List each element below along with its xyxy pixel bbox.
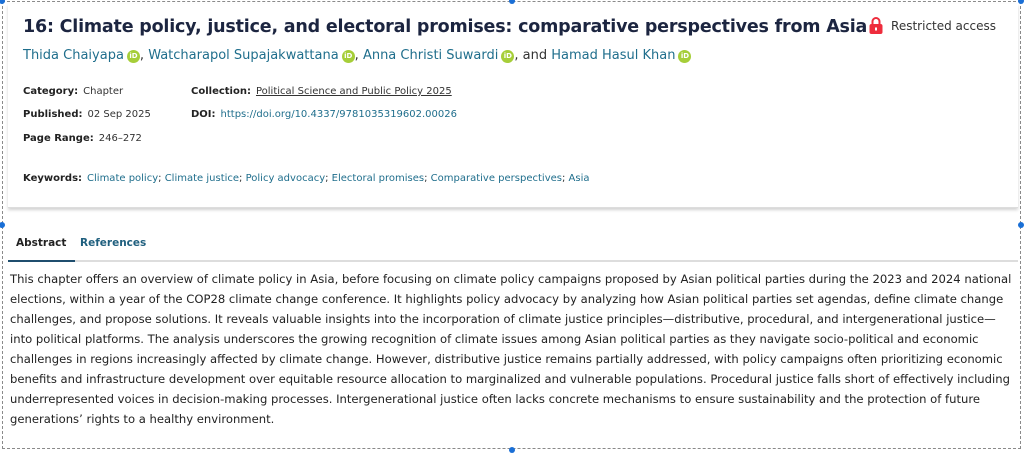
author-separator: , (139, 48, 149, 63)
content-tabs: Abstract References (7, 229, 1018, 262)
published: Published: 02 Sep 2025 (23, 109, 151, 120)
resize-handle[interactable] (0, 0, 5, 4)
author-link[interactable]: Watcharapol Supajakwattana (148, 48, 339, 63)
published-value: 02 Sep 2025 (87, 109, 151, 120)
keyword-link[interactable]: Climate policy (87, 173, 159, 184)
doi-link[interactable]: https://doi.org/10.4337/9781035319602.00… (220, 109, 457, 120)
lock-icon (869, 17, 883, 34)
category: Category: Chapter (23, 86, 123, 97)
category-label: Category: (23, 86, 79, 97)
collection-link[interactable]: Political Science and Public Policy 2025 (255, 86, 452, 97)
author-list: Thida Chaiyapa iD, Watcharapol Supajakwat… (23, 48, 692, 63)
keyword-link[interactable]: Electoral promises (331, 173, 425, 184)
collection: Collection: Political Science and Public … (191, 86, 452, 97)
keywords: Keywords: Climate policy; Climate justice… (23, 173, 590, 184)
access-label: Restricted access (891, 18, 996, 33)
doi-label: DOI: (191, 109, 216, 120)
chapter-header-card: 16: Climate policy, justice, and elector… (8, 4, 1018, 208)
resize-handle[interactable] (1018, 0, 1024, 4)
keyword-link[interactable]: Comparative perspectives (430, 173, 562, 184)
tab-abstract[interactable]: Abstract (7, 237, 76, 262)
keyword-link[interactable]: Asia (568, 173, 590, 184)
resize-handle[interactable] (0, 222, 5, 228)
orcid-icon[interactable]: iD (501, 50, 515, 63)
resize-handle[interactable] (509, 0, 515, 4)
abstract-text: This chapter offers an overview of clima… (10, 272, 1012, 426)
keyword-link[interactable]: Policy advocacy (245, 173, 326, 184)
author-separator: , and (514, 48, 552, 63)
collection-label: Collection: (191, 86, 251, 97)
orcid-icon[interactable]: iD (678, 50, 692, 63)
resize-handle[interactable] (509, 447, 515, 453)
keywords-label: Keywords: (23, 173, 83, 184)
author-link[interactable]: Thida Chaiyapa (23, 48, 124, 63)
tab-references[interactable]: References (80, 237, 147, 249)
resize-handle[interactable] (1018, 222, 1024, 228)
doi: DOI: https://doi.org/10.4337/978103531960… (191, 109, 457, 120)
page-range: Page Range: 246–272 (23, 133, 142, 144)
access-status: Restricted access (869, 17, 996, 34)
author-link[interactable]: Anna Christi Suwardi (362, 48, 499, 63)
keyword-link[interactable]: Climate justice (164, 173, 240, 184)
author-separator: , (354, 48, 363, 63)
page-range-value: 246–272 (98, 133, 142, 144)
author-link[interactable]: Hamad Hasul Khan (551, 48, 676, 63)
category-value: Chapter (83, 86, 124, 97)
published-label: Published: (23, 109, 83, 120)
page-range-label: Page Range: (23, 133, 94, 144)
orcid-icon[interactable]: iD (126, 50, 140, 63)
chapter-title: 16: Climate policy, justice, and elector… (23, 17, 868, 37)
orcid-icon[interactable]: iD (341, 50, 355, 63)
